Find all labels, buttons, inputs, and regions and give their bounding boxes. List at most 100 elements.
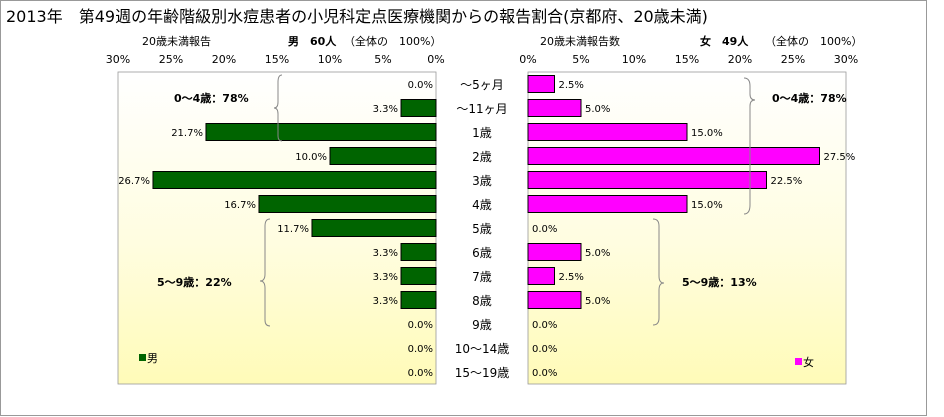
bar-male — [400, 243, 437, 261]
category-label: 8歳 — [472, 294, 492, 308]
bar-female — [527, 171, 767, 189]
data-label-male: 3.3% — [373, 296, 398, 307]
data-label-female: 5.0% — [585, 248, 610, 259]
data-label-male: 16.7% — [224, 200, 256, 211]
category-label: 7歳 — [472, 270, 492, 284]
data-label-female: 5.0% — [585, 296, 610, 307]
left-group-label-5-9: 5～9歳：22% — [157, 275, 232, 289]
chart-border — [0, 0, 927, 416]
left-data-labels: 0.0% 3.3% 21.7% 10.0% 26.7% 16.7% 11.7% 3.3% 3.3… — [118, 80, 433, 379]
right-brace-5-9 — [652, 218, 665, 326]
category-label: 1歳 — [472, 126, 492, 140]
right-header-label: 20歳未満報告数 — [540, 35, 620, 48]
right-bars — [527, 75, 820, 309]
left-tick-label: 20% — [212, 53, 236, 66]
bar-female — [527, 243, 582, 261]
right-data-labels: 2.5% 5.0% 15.0% 27.5% 22.5% 15.0% 0.0% 5.0% 2.5%… — [532, 80, 855, 379]
data-label-female: 2.5% — [559, 272, 584, 283]
bar-female — [527, 123, 688, 141]
data-label-female: 0.0% — [532, 344, 557, 355]
right-tick-label: 20% — [728, 53, 752, 66]
bar-male — [311, 219, 437, 237]
left-tick-label: 30% — [106, 53, 130, 66]
data-label-male: 0.0% — [408, 344, 433, 355]
data-label-male: 0.0% — [408, 320, 433, 331]
right-header-count: 女 49人 — [700, 34, 749, 48]
data-label-male: 0.0% — [408, 368, 433, 379]
data-label-female: 22.5% — [771, 176, 803, 187]
right-tick-label: 25% — [781, 53, 805, 66]
data-label-male: 3.3% — [373, 104, 398, 115]
data-label-male: 3.3% — [373, 248, 398, 259]
bar-female — [527, 267, 555, 285]
right-tick-label: 30% — [834, 53, 858, 66]
data-label-male: 21.7% — [171, 128, 203, 139]
data-label-male: 0.0% — [408, 80, 433, 91]
bar-male — [400, 99, 437, 117]
data-label-male: 11.7% — [277, 224, 309, 235]
bar-male — [258, 195, 437, 213]
bar-male — [329, 147, 437, 165]
category-label: 15～19歳 — [455, 366, 510, 380]
right-header-note: （全体の 100%） — [765, 34, 862, 48]
bar-female — [527, 195, 688, 213]
left-tick-label: 0% — [427, 53, 444, 66]
data-label-female: 0.0% — [532, 368, 557, 379]
left-header-note: （全体の 100%） — [344, 34, 441, 48]
right-tick-label: 0% — [519, 53, 536, 66]
bar-female — [527, 291, 582, 309]
left-group-label-0-4: 0～4歳：78% — [174, 91, 249, 105]
left-brace-0-4 — [273, 74, 283, 142]
category-labels: ～5ヶ月 ～11ヶ月 1歳 2歳 3歳 4歳 5歳 6歳 7歳 8歳 9歳 10～14歳 15～19歳 — [455, 78, 510, 380]
left-axis-ticks: 30% 25% 20% 15% 10% 5% 0% — [106, 53, 445, 66]
data-label-female: 0.0% — [532, 320, 557, 331]
category-label: ～11ヶ月 — [456, 102, 507, 116]
right-axis-ticks: 0% 5% 10% 15% 20% 25% 30% — [519, 53, 858, 66]
bar-male — [400, 291, 437, 309]
category-label: 4歳 — [472, 198, 492, 212]
bar-female — [527, 147, 820, 165]
category-label: 9歳 — [472, 318, 492, 332]
right-brace-0-4 — [743, 77, 756, 215]
data-label-female: 5.0% — [585, 104, 610, 115]
right-tick-label: 10% — [622, 53, 646, 66]
data-label-male: 3.3% — [373, 272, 398, 283]
category-label: 2歳 — [472, 150, 492, 164]
data-label-male: 26.7% — [118, 176, 150, 187]
left-brace-5-9 — [259, 218, 271, 327]
category-label: 5歳 — [472, 222, 492, 236]
category-label: 3歳 — [472, 174, 492, 188]
bar-male — [205, 123, 437, 141]
left-tick-label: 10% — [318, 53, 342, 66]
data-label-male: 10.0% — [295, 152, 327, 163]
data-label-female: 27.5% — [824, 152, 856, 163]
left-header-count: 男 60人 — [288, 34, 337, 48]
data-label-female: 15.0% — [691, 128, 723, 139]
data-label-female: 0.0% — [532, 224, 557, 235]
legend-label-female: 女 — [803, 355, 814, 369]
data-label-female: 2.5% — [559, 80, 584, 91]
category-label: ～5ヶ月 — [460, 78, 504, 92]
left-tick-label: 5% — [374, 53, 391, 66]
right-tick-label: 15% — [675, 53, 699, 66]
left-header-label: 20歳未満報告 — [142, 35, 211, 48]
bar-male — [152, 171, 437, 189]
left-tick-label: 25% — [159, 53, 183, 66]
category-label: 10～14歳 — [455, 342, 510, 356]
legend-swatch-male — [139, 354, 146, 361]
right-group-label-5-9: 5～9歳：13% — [682, 275, 757, 289]
left-tick-label: 15% — [265, 53, 289, 66]
right-group-label-0-4: 0～4歳：78% — [772, 91, 847, 105]
left-bars — [152, 99, 437, 309]
chart-title: 2013年 第49週の年齢階級別水痘患者の小児科定点医療機関からの報告割合(京都… — [6, 7, 708, 26]
bar-male — [400, 267, 437, 285]
data-label-female: 15.0% — [691, 200, 723, 211]
bar-female — [527, 75, 555, 93]
bar-female — [527, 99, 582, 117]
category-label: 6歳 — [472, 246, 492, 260]
right-tick-label: 5% — [572, 53, 589, 66]
legend-swatch-female — [795, 358, 802, 365]
right-plot-area — [527, 71, 847, 385]
legend-label-male: 男 — [147, 352, 158, 365]
